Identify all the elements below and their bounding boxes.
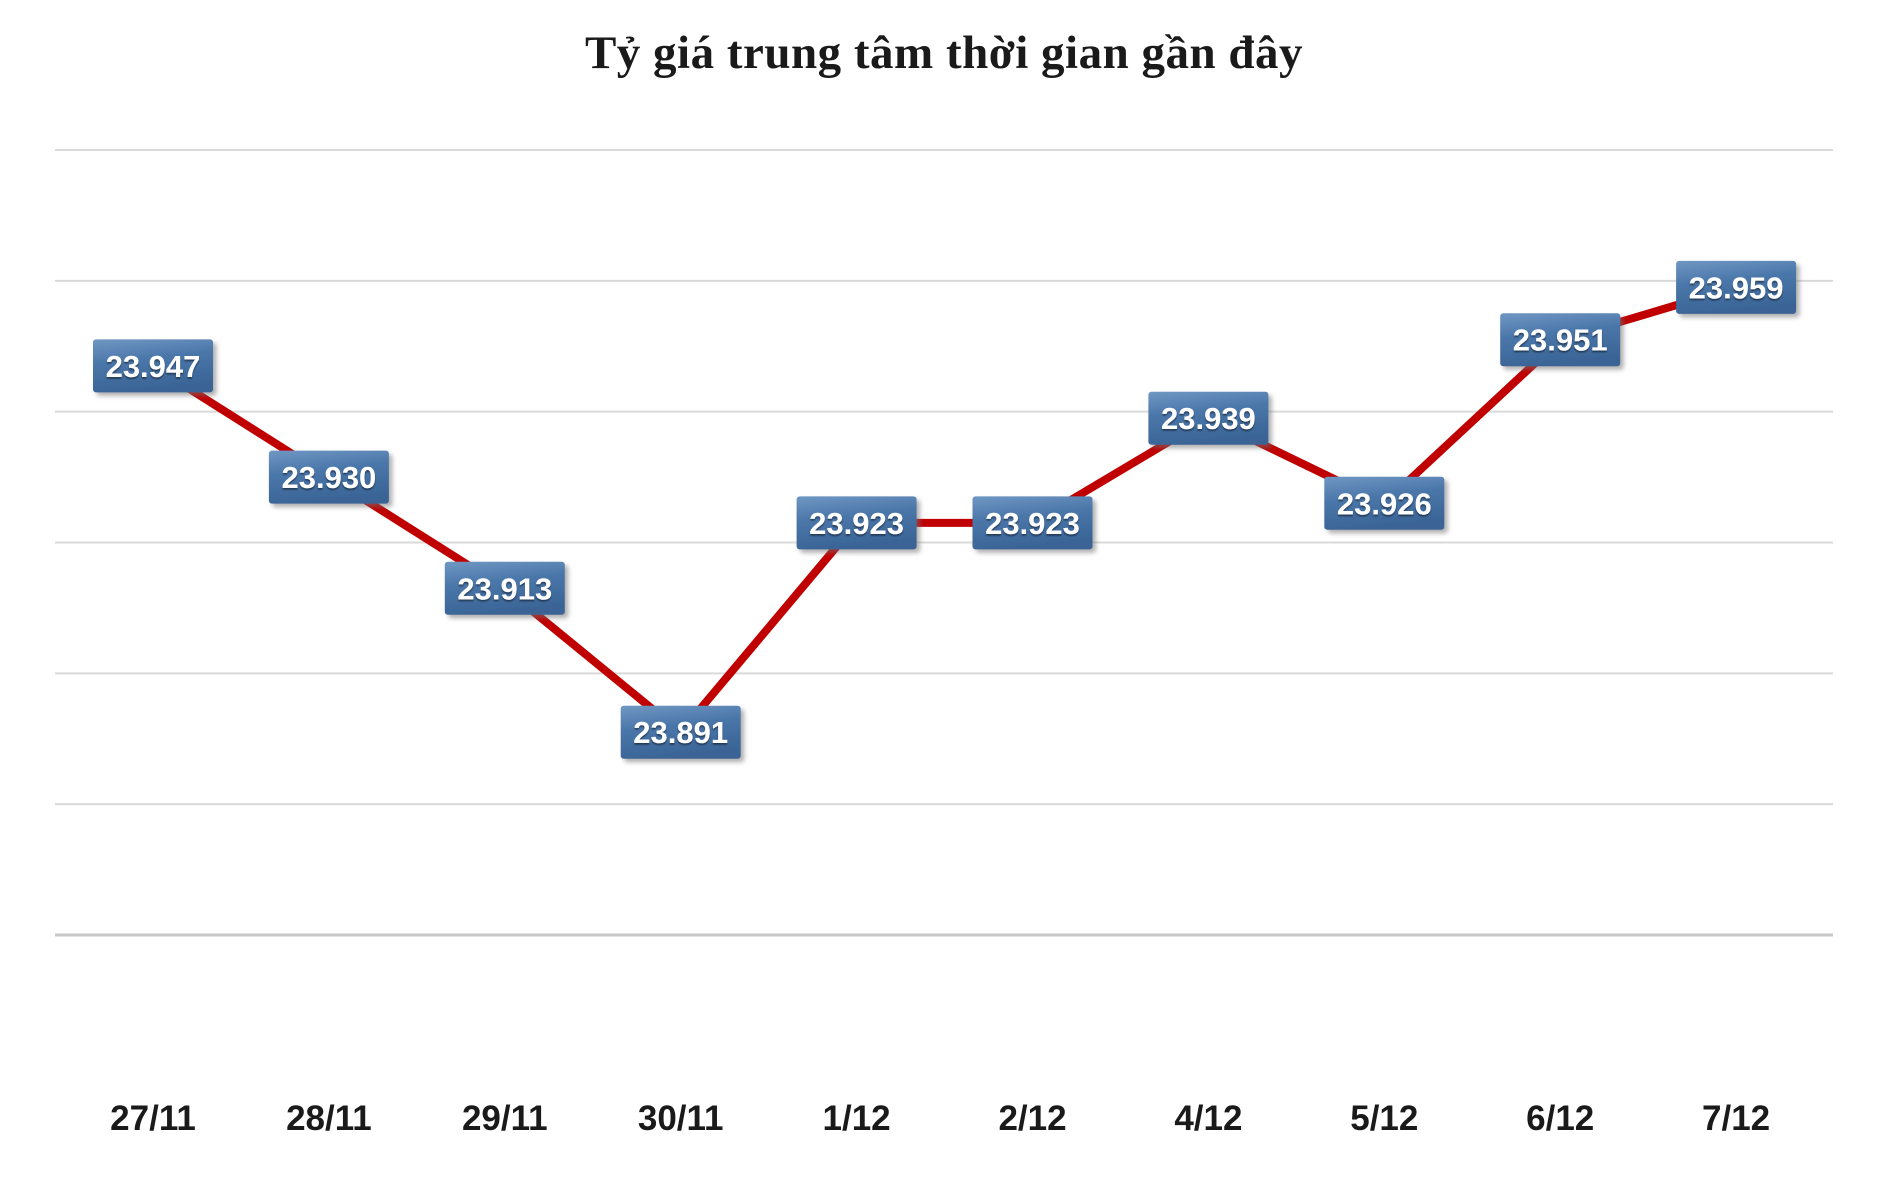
data-label-box [1148,391,1269,445]
x-axis-label: 28/11 [286,1099,372,1138]
x-axis-labels: 27/11 28/11 29/11 30/11 1/12 2/12 4/12 5/12 6/12… [110,1099,1770,1138]
data-label-value: 23.926 [1337,486,1432,521]
data-label-box [93,339,213,393]
x-axis-label: 7/12 [1702,1099,1770,1138]
data-label: 23.959 [1676,260,1797,314]
x-axis-label: 30/11 [638,1099,724,1138]
data-label-box [1676,260,1797,314]
line-series [149,283,1741,737]
data-label: 23.923 [972,496,1093,550]
x-axis-label: 2/12 [998,1099,1066,1138]
data-label-value: 23.923 [985,506,1080,541]
x-axis-label: 5/12 [1350,1099,1418,1138]
x-axis-label: 1/12 [823,1099,891,1138]
data-label-value: 23.947 [106,349,201,384]
data-label: 23.891 [620,705,741,759]
data-label-box [1500,313,1621,367]
data-label: 23.939 [1148,391,1269,445]
x-axis-label: 4/12 [1174,1099,1242,1138]
data-label-value: 23.913 [457,571,552,606]
data-label-value: 23.891 [633,715,728,750]
gridlines [55,149,1833,937]
x-axis-label: 27/11 [110,1099,196,1138]
data-labels: 23.947 23.930 23.913 23.891 23.923 23.923 23.9… [93,260,1797,759]
series-line [149,283,1741,737]
data-label-value: 23.959 [1689,270,1784,305]
data-label: 23.913 [444,561,565,615]
data-label-value: 23.930 [281,460,376,495]
data-label-box [620,705,741,759]
data-label-value: 23.951 [1513,323,1608,358]
data-label: 23.951 [1500,313,1621,367]
x-axis-label: 6/12 [1526,1099,1594,1138]
data-label: 23.923 [796,496,917,550]
chart-title: Tỷ giá trung tâm thời gian gần đây [584,27,1304,79]
data-label-box [972,496,1093,550]
data-label-box [796,496,917,550]
data-label-box [444,561,565,615]
data-label-box [1324,476,1445,530]
data-label-box [268,450,389,504]
data-label-value: 23.939 [1161,401,1256,436]
data-label: 23.926 [1324,476,1445,530]
data-label-value: 23.923 [809,506,904,541]
data-label: 23.930 [268,450,389,504]
x-axis-label: 29/11 [462,1099,548,1138]
data-label: 23.947 [93,339,213,393]
